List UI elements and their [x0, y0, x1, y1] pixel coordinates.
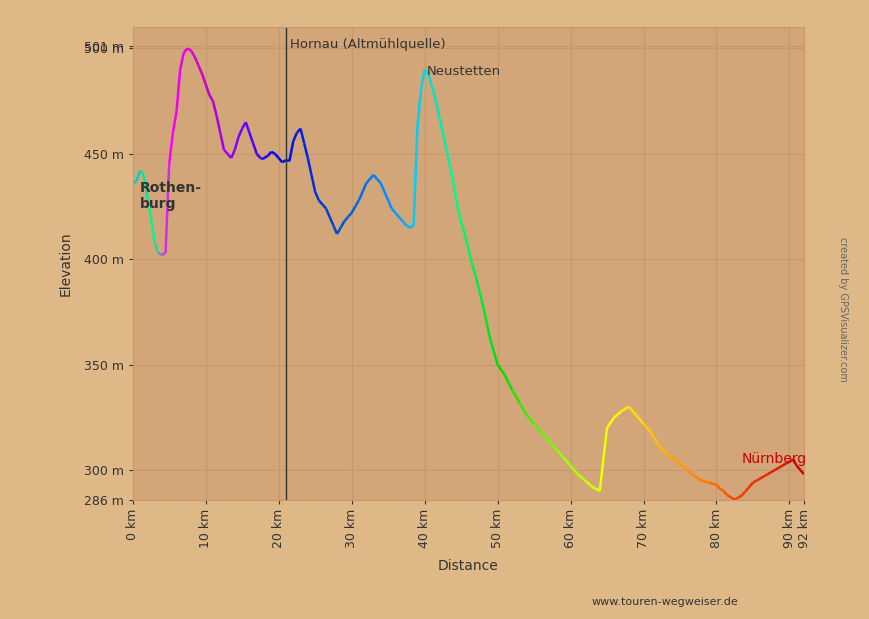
- Text: Hornau (Altmühlquelle): Hornau (Altmühlquelle): [289, 38, 445, 51]
- Text: Neustetten: Neustetten: [427, 66, 501, 79]
- Text: Rothen-
burg: Rothen- burg: [140, 181, 202, 211]
- Text: created by GPSVisualizer.com: created by GPSVisualizer.com: [838, 237, 848, 382]
- Text: www.touren-wegweiser.de: www.touren-wegweiser.de: [592, 597, 739, 607]
- X-axis label: Distance: Distance: [438, 559, 499, 573]
- Text: Nürnberg: Nürnberg: [742, 452, 807, 467]
- Y-axis label: Elevation: Elevation: [58, 231, 72, 296]
